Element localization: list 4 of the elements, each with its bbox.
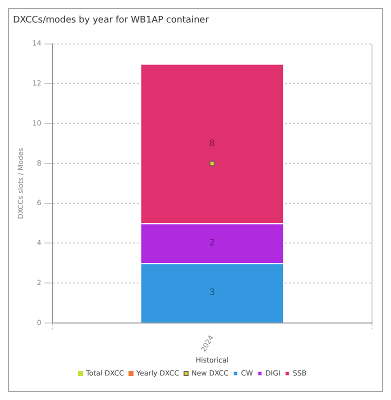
chart-title: DXCCs/modes by year for WB1AP container: [13, 16, 210, 26]
data-label: 2: [209, 238, 216, 249]
data-label: 8: [209, 138, 216, 149]
data-label: 3: [209, 288, 216, 298]
